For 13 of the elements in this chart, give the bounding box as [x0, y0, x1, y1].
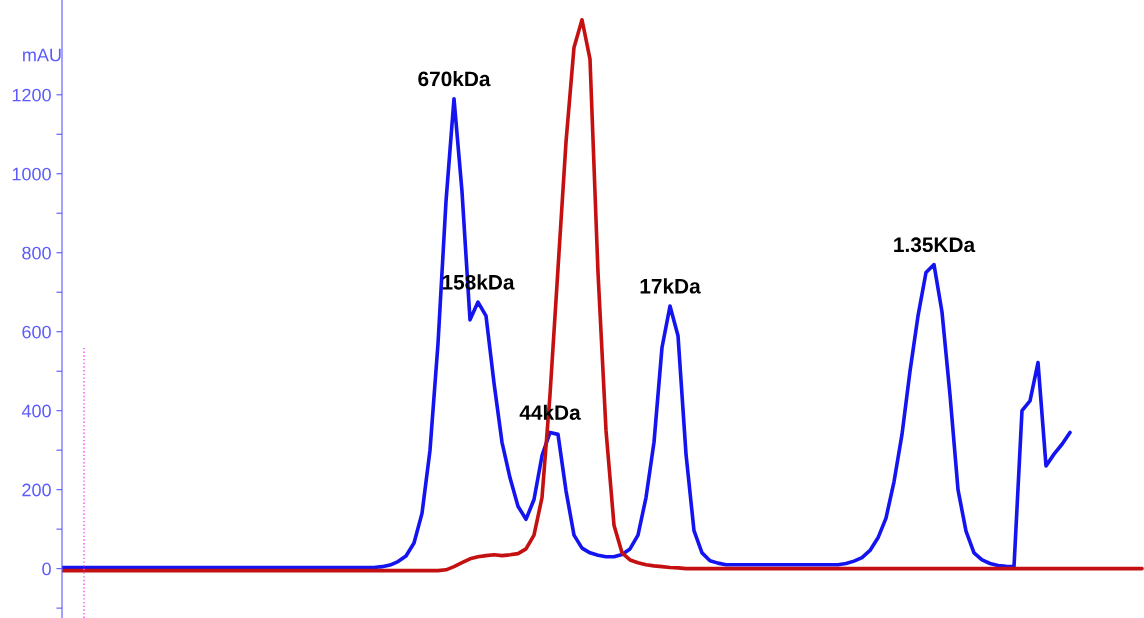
y-tick-label: 1000 [12, 167, 51, 181]
y-tick-label: 0 [42, 562, 51, 576]
y-axis-title: mAU [23, 48, 61, 62]
annotation: 17kDa [640, 278, 701, 294]
y-tick-label: 400 [21, 404, 51, 418]
line-series [62, 96, 1072, 570]
annotation: 670kDa [418, 70, 491, 87]
y-tick-label: 200 [22, 483, 51, 497]
line-series [62, 17, 1144, 573]
y-tick-label: 800 [22, 246, 51, 260]
y-tick-label: 600 [22, 325, 51, 339]
annotation: 1.35KDa [894, 237, 976, 253]
y-tick-label: 1200 [12, 88, 51, 102]
